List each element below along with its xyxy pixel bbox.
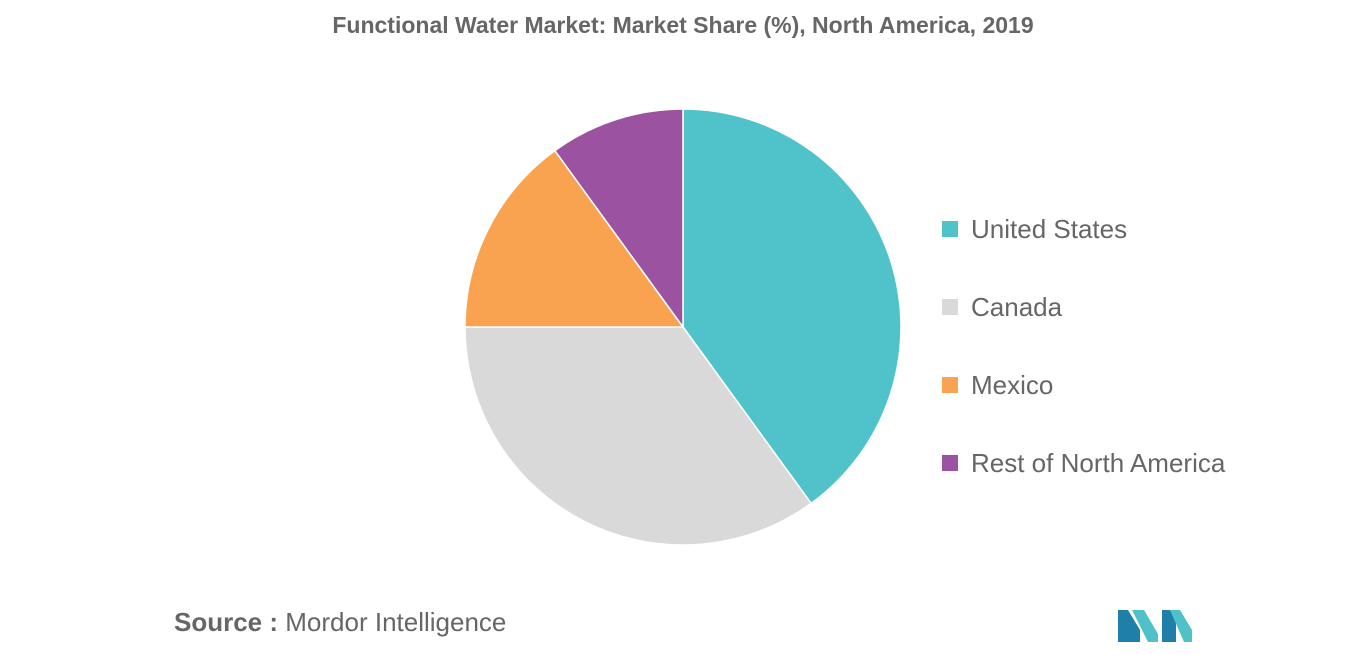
source-note: Source : Mordor Intelligence: [174, 607, 506, 638]
pie-slice-united-states: [682, 108, 902, 505]
legend-label: Rest of North America: [971, 447, 1226, 478]
legend-swatch: [942, 299, 958, 315]
source-prefix: Source :: [174, 607, 279, 637]
pie-slices: [464, 108, 902, 546]
logo-shape-mid-b: [1162, 610, 1176, 642]
chart-title: Functional Water Market: Market Share (%…: [332, 12, 1034, 38]
logo-shape-mid-a: [1132, 610, 1158, 642]
chart-legend: United States Canada Mexico Rest of Nort…: [942, 190, 1225, 502]
legend-item-rest-of-north-america: Rest of North America: [942, 424, 1225, 502]
legend-swatch: [942, 221, 958, 237]
legend-item-canada: Canada: [942, 268, 1225, 346]
legend-swatch: [942, 455, 958, 471]
pie-slice-rest-of-north-america: [553, 108, 684, 330]
logo-shape-right: [1170, 610, 1192, 642]
legend-swatch: [942, 377, 958, 393]
mordor-intelligence-logo: [1118, 610, 1192, 642]
legend-label: Mexico: [971, 369, 1054, 400]
logo-shape-left: [1118, 610, 1140, 642]
legend-label: United States: [971, 213, 1128, 244]
pie-slice-canada: [464, 326, 813, 546]
source-text: Mordor Intelligence: [285, 607, 507, 637]
legend-label: Canada: [971, 291, 1063, 322]
pie-slice-mexico: [464, 149, 685, 328]
legend-item-mexico: Mexico: [942, 346, 1225, 424]
legend-item-united-states: United States: [942, 190, 1225, 268]
